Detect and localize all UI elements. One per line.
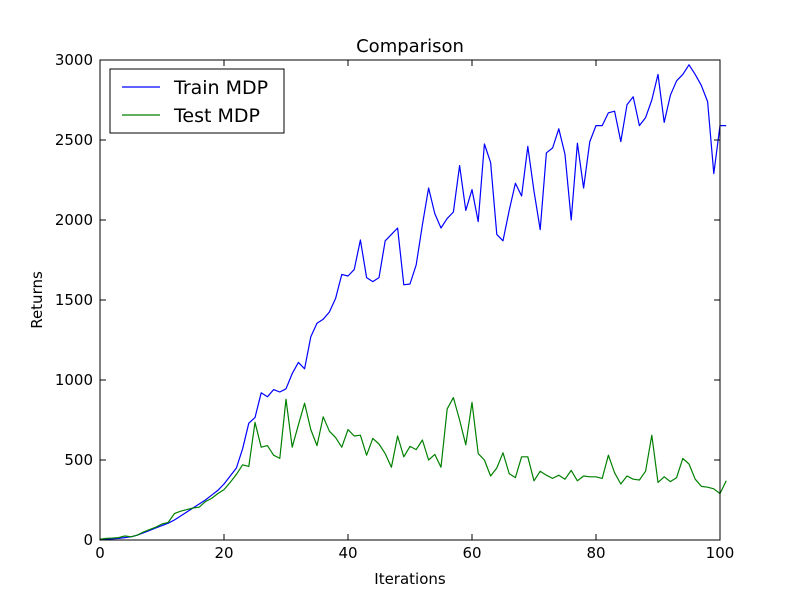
y-tick-label: 3000 [55,51,93,69]
x-tick-label: 0 [95,544,105,562]
x-tick-label: 20 [214,544,233,562]
y-tick-label: 500 [64,451,93,469]
series-line-0 [99,64,727,541]
plot-area [99,64,727,541]
y-tick-label: 1000 [55,371,93,389]
y-axis-label: Returns [28,271,46,329]
series-line-1 [99,397,727,540]
x-tick-label: 60 [462,544,481,562]
x-tick-label: 40 [338,544,357,562]
x-tick-label: 80 [586,544,605,562]
x-axis-label: Iterations [374,570,446,588]
legend: Train MDP Test MDP [109,68,285,134]
legend-label-test: Test MDP [173,105,260,127]
chart-title: Comparison [356,36,464,57]
y-tick-label: 1500 [55,291,93,309]
y-tick-label: 2500 [55,131,93,149]
legend-label-train: Train MDP [173,77,268,99]
legend-box [109,68,285,134]
x-tick-label: 100 [706,544,735,562]
y-tick-label: 2000 [55,211,93,229]
y-tick-label: 0 [83,531,93,549]
